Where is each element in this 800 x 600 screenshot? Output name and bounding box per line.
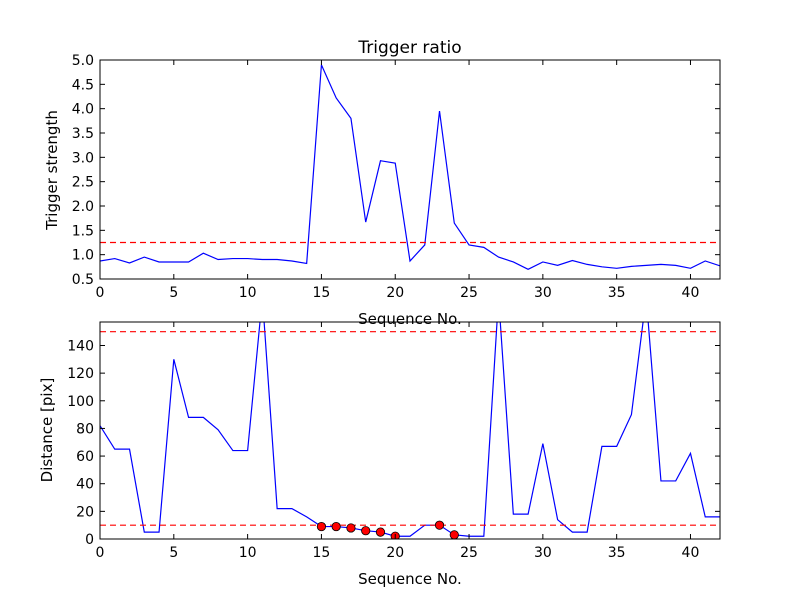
plot-content (100, 322, 720, 539)
y-axis-label: Distance [pix] (38, 378, 56, 483)
y-axis-label: Trigger strength (43, 110, 61, 231)
x-axis-label: Sequence No. (358, 570, 462, 588)
data-point-marker (346, 523, 356, 533)
x-tick-label: 15 (313, 545, 331, 561)
y-tick-label: 20 (76, 504, 94, 520)
series-line (100, 64, 720, 270)
x-tick-label: 40 (682, 545, 700, 561)
x-tick-label: 5 (169, 285, 178, 301)
trigger-ratio-chart: Trigger ratio Sequence No. Trigger stren… (43, 38, 721, 328)
y-tick-label: 4.0 (72, 102, 94, 118)
x-tick-label: 0 (96, 545, 105, 561)
plot-area: 0 5 10 15 20 25 30 35 40 0 20 40 60 80 100 120 140 (67, 321, 721, 561)
distance-chart: Sequence No. Distance [pix] 0 5 10 15 20 25 30… (38, 321, 721, 588)
y-tick-label: 120 (67, 366, 94, 382)
data-point-marker (434, 520, 445, 530)
y-tick-label: 3.0 (72, 150, 94, 166)
y-tick-label: 60 (76, 449, 94, 465)
x-tick-label: 5 (169, 545, 178, 561)
y-tick-label: 0.5 (72, 272, 94, 288)
x-tick-label: 30 (534, 545, 552, 561)
y-tick-label: 100 (67, 394, 94, 410)
axes-frame (99, 59, 721, 280)
x-tick-label: 40 (682, 285, 700, 301)
x-tick-label: 35 (608, 545, 626, 561)
data-point-marker (361, 526, 371, 536)
chart-title: Trigger ratio (357, 38, 461, 58)
x-tick-label: 10 (239, 285, 257, 301)
series-line (100, 322, 720, 537)
y-tick-label: 2.5 (72, 175, 94, 191)
axes-frame (99, 321, 721, 540)
data-point-marker (316, 521, 327, 532)
y-tick-label: 5.0 (72, 53, 94, 69)
x-tick-label: 30 (534, 285, 552, 301)
x-tick-label: 20 (386, 285, 404, 301)
y-tick-label: 1.0 (72, 248, 94, 264)
x-tick-label: 10 (239, 545, 257, 561)
plot-content (100, 64, 720, 270)
x-tick-label: 25 (460, 545, 478, 561)
x-axis-label: Sequence No. (358, 310, 462, 328)
y-tick-label: 140 (67, 338, 94, 354)
y-tick-label: 80 (76, 421, 94, 437)
x-tick-label: 20 (386, 545, 404, 561)
y-tick-label: 3.5 (72, 126, 94, 142)
y-tick-label: 1.5 (72, 223, 94, 239)
x-tick-label: 35 (608, 285, 626, 301)
x-tick-label: 15 (313, 285, 331, 301)
plot-area: 0 5 10 15 20 25 30 35 40 0.5 1.0 1.5 2.0 2.5 3.0 3.5 4.0… (72, 53, 721, 301)
data-point-marker (331, 521, 341, 532)
y-tick-label: 4.5 (72, 77, 94, 93)
data-point-marker (375, 527, 386, 537)
y-tick-label: 40 (76, 477, 94, 493)
data-point-marker (449, 530, 459, 539)
y-tick-label: 2.0 (72, 199, 94, 215)
x-tick-label: 0 (96, 285, 105, 301)
x-tick-label: 25 (460, 285, 478, 301)
y-tick-label: 0 (85, 532, 94, 548)
